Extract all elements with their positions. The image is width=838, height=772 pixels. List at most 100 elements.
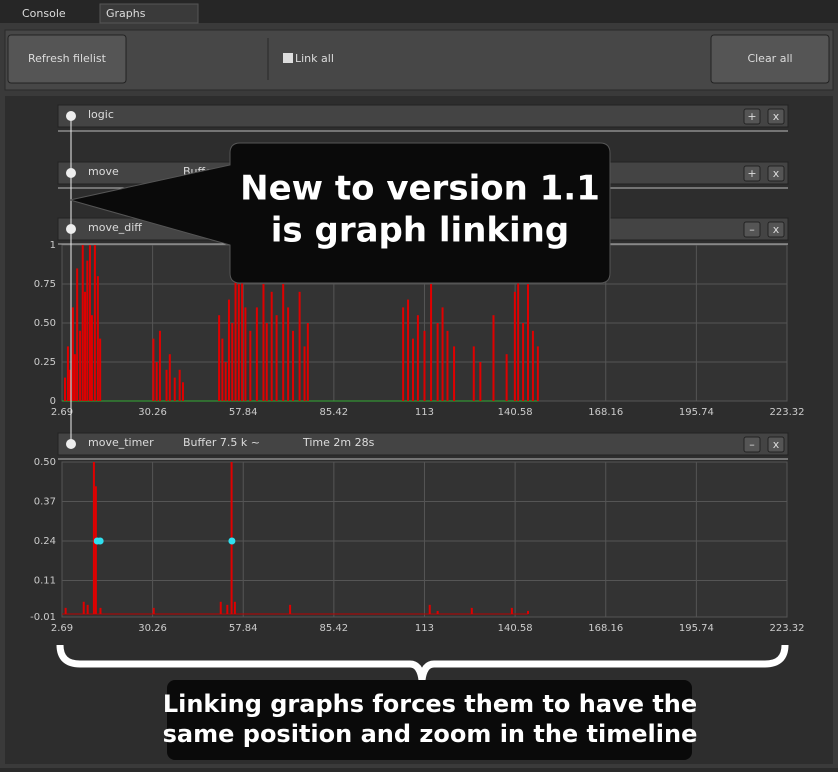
spike bbox=[441, 307, 444, 401]
x-tick-label: 85.42 bbox=[320, 407, 349, 418]
x-tick-label: 85.42 bbox=[320, 623, 349, 634]
spike bbox=[453, 346, 456, 401]
buffer-label: Buffer 7.5 k ~ bbox=[183, 436, 260, 449]
y-tick-label: 0 bbox=[50, 396, 56, 407]
tab[interactable]: Graphs bbox=[106, 7, 146, 20]
y-tick-label: 0.50 bbox=[34, 457, 56, 468]
spike bbox=[90, 315, 93, 401]
spike bbox=[526, 610, 529, 614]
spike bbox=[446, 330, 449, 401]
header-button-label[interactable]: x bbox=[773, 167, 780, 180]
x-tick-label: 57.84 bbox=[229, 623, 258, 634]
y-tick-label: 0.25 bbox=[34, 357, 56, 368]
graph-name: move bbox=[88, 165, 119, 178]
spike bbox=[262, 284, 265, 401]
x-tick-label: 168.16 bbox=[588, 407, 623, 418]
header-button[interactable] bbox=[743, 221, 761, 238]
header-button-label[interactable]: – bbox=[749, 223, 755, 236]
spike bbox=[522, 323, 525, 401]
spike bbox=[416, 315, 419, 401]
spike bbox=[492, 315, 495, 401]
y-tick-label: 0.50 bbox=[34, 318, 56, 329]
spike bbox=[436, 323, 439, 401]
spike bbox=[66, 346, 69, 401]
spike bbox=[510, 607, 513, 614]
header-button[interactable] bbox=[767, 221, 785, 238]
header-button[interactable] bbox=[743, 108, 761, 125]
spike bbox=[64, 607, 67, 614]
header-button-label[interactable]: + bbox=[747, 110, 756, 123]
tab[interactable]: Console bbox=[22, 7, 66, 20]
spike bbox=[155, 362, 158, 401]
y-tick-label: 0.37 bbox=[34, 497, 56, 508]
spike bbox=[181, 382, 184, 401]
spike bbox=[241, 245, 244, 401]
spike bbox=[428, 604, 431, 614]
button-label[interactable]: Refresh filelist bbox=[28, 52, 107, 65]
y-tick-label: -0.01 bbox=[30, 612, 56, 623]
callout-text: is graph linking bbox=[271, 211, 569, 251]
button[interactable] bbox=[710, 34, 830, 84]
checkbox[interactable] bbox=[283, 53, 293, 63]
header-button-label[interactable]: – bbox=[749, 438, 755, 451]
spike bbox=[470, 607, 473, 614]
spike bbox=[88, 245, 91, 401]
spike bbox=[249, 330, 252, 401]
graph-name: move_timer bbox=[88, 436, 154, 449]
spike bbox=[224, 362, 227, 401]
spike bbox=[96, 276, 99, 401]
header-button-label[interactable]: + bbox=[747, 167, 756, 180]
header-button-label[interactable]: x bbox=[773, 438, 780, 451]
spike bbox=[234, 268, 237, 401]
y-tick-label: 1 bbox=[50, 240, 56, 251]
header-button[interactable] bbox=[743, 436, 761, 453]
spike bbox=[244, 307, 247, 401]
spike bbox=[152, 338, 155, 401]
spike bbox=[227, 299, 230, 401]
spike bbox=[255, 307, 258, 401]
x-tick-label: 30.26 bbox=[138, 623, 167, 634]
header-button-label[interactable]: x bbox=[773, 223, 780, 236]
spike bbox=[536, 346, 539, 401]
header-button[interactable] bbox=[767, 108, 785, 125]
spike bbox=[479, 362, 482, 401]
spike bbox=[275, 315, 278, 401]
callout-text: same position and zoom in the timeline bbox=[163, 720, 698, 748]
spike bbox=[158, 330, 161, 401]
header-button-label[interactable]: x bbox=[773, 110, 780, 123]
spike bbox=[270, 291, 273, 401]
checkbox-label[interactable]: Link all bbox=[295, 52, 334, 65]
spike bbox=[84, 291, 87, 401]
header-button[interactable] bbox=[767, 436, 785, 453]
callout-text: New to version 1.1 bbox=[240, 169, 600, 209]
spike bbox=[82, 601, 85, 614]
tab-active[interactable] bbox=[99, 3, 199, 24]
spike bbox=[411, 338, 414, 401]
x-tick-label: 113 bbox=[415, 407, 434, 418]
header-button[interactable] bbox=[743, 165, 761, 182]
x-tick-label: 30.26 bbox=[138, 407, 167, 418]
spike bbox=[226, 604, 229, 614]
graph-name: move_diff bbox=[88, 221, 142, 234]
header-button[interactable] bbox=[767, 165, 785, 182]
callout-top bbox=[69, 142, 611, 284]
spike bbox=[178, 369, 181, 401]
graph-header bbox=[57, 432, 789, 456]
button[interactable] bbox=[7, 34, 127, 84]
spike bbox=[237, 284, 240, 401]
spike bbox=[472, 346, 475, 401]
x-tick-label: 113 bbox=[415, 623, 434, 634]
x-tick-label: 140.58 bbox=[498, 623, 533, 634]
spike bbox=[152, 607, 155, 614]
button-label[interactable]: Clear all bbox=[747, 52, 792, 65]
spike bbox=[219, 601, 222, 614]
spike bbox=[430, 284, 433, 401]
spike bbox=[402, 307, 405, 401]
spike bbox=[287, 307, 290, 401]
x-tick-label: 57.84 bbox=[229, 407, 258, 418]
spike bbox=[233, 601, 236, 614]
spike bbox=[86, 604, 89, 614]
tab-bar bbox=[0, 0, 838, 23]
spike bbox=[99, 607, 102, 614]
